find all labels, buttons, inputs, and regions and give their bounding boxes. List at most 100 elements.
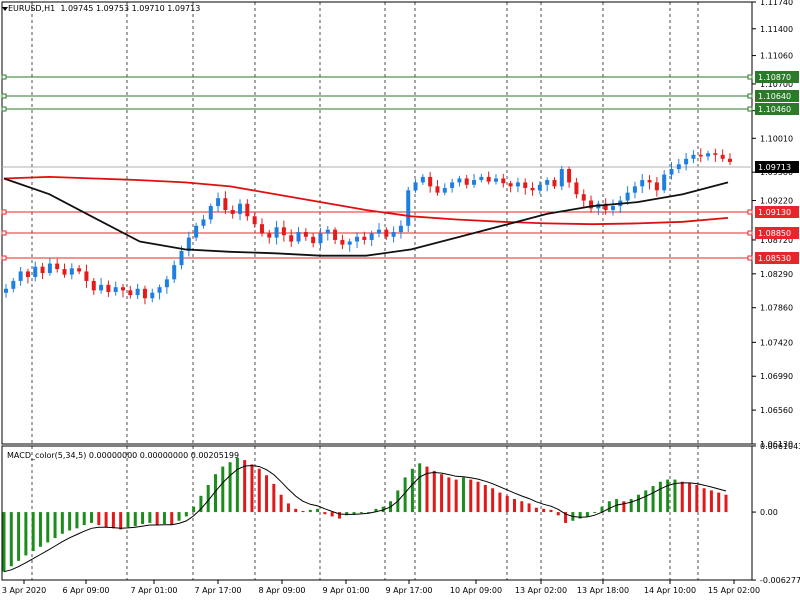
x-tick-label: 15 Apr 02:00 (708, 586, 760, 595)
macd-bar (31, 512, 35, 552)
y-tick-label: 1.11060 (760, 52, 793, 61)
macd-bar (199, 495, 203, 513)
macd-bar (323, 512, 327, 515)
candle-body (523, 182, 528, 188)
macd-bar (542, 508, 546, 513)
macd-bar (2, 512, 6, 572)
price-level-label: 1.08850 (758, 229, 791, 238)
x-tick-label: 3 Apr 2020 (2, 586, 46, 595)
candle-body (303, 232, 308, 237)
candle-body (479, 176, 484, 181)
candle-body (654, 182, 659, 191)
candle-body (603, 203, 608, 210)
symbol-header: EURUSD,H1 1.09745 1.09753 1.09710 1.0971… (8, 4, 200, 13)
level-marker-right (747, 74, 753, 80)
macd-bar (308, 509, 312, 513)
ma-red-line (3, 175, 729, 226)
candle-body (347, 241, 352, 245)
macd-bar (286, 503, 290, 513)
level-marker-right (747, 209, 753, 215)
candle-body (369, 233, 374, 240)
macd-bar (688, 482, 692, 513)
level-marker-left (1, 230, 7, 236)
macd-bar (177, 512, 181, 521)
candle-body (559, 169, 564, 187)
candle-body (713, 153, 718, 155)
macd-bar (666, 479, 670, 513)
macd-bar (68, 512, 72, 531)
y-tick-label: 1.08720 (760, 236, 793, 245)
macd-header: MACD_color(5,34,5) 0.00000000 0.00000000… (7, 451, 240, 460)
level-marker-left (1, 74, 7, 80)
candle-body (515, 182, 520, 187)
candle-body (325, 229, 330, 234)
menu-triangle-icon[interactable] (2, 7, 8, 11)
candle-body (201, 219, 206, 226)
macd-y-tick-label: -0.0062774 (760, 576, 800, 585)
macd-bar (600, 506, 604, 513)
candle-body (84, 271, 89, 281)
macd-bar (221, 466, 225, 513)
candle-body (493, 178, 498, 182)
candle-body (398, 225, 403, 233)
candle-body (464, 178, 469, 185)
candle-body (545, 180, 550, 185)
level-marker-left (1, 209, 7, 215)
macd-bar (651, 486, 655, 513)
macd-bar (374, 508, 378, 513)
candle-body (91, 280, 96, 291)
macd-bar (498, 492, 502, 513)
x-tick-label: 6 Apr 09:00 (62, 586, 109, 595)
high-value: 1.09753 (95, 4, 130, 13)
candle-body (11, 280, 16, 289)
macd-bar (228, 462, 232, 513)
candle-body (186, 237, 191, 251)
candle-body (164, 279, 169, 288)
macd-bar (104, 512, 108, 528)
x-tick-label: 10 Apr 09:00 (450, 586, 502, 595)
macd-bar (381, 506, 385, 513)
candle-body (135, 288, 140, 296)
price-level-box (755, 71, 799, 83)
candle-body (691, 154, 696, 159)
macd-bar (469, 479, 473, 513)
candle-body (384, 229, 389, 237)
candle-body (406, 190, 411, 226)
macd-bar (578, 512, 582, 519)
macd-bar (593, 512, 597, 514)
macd-bar (505, 495, 509, 513)
macd-bar (206, 484, 210, 513)
macd-bar (148, 512, 152, 523)
candle-body (501, 178, 506, 184)
macd-bar (461, 477, 465, 513)
macd-bar (345, 512, 349, 516)
x-tick-label: 13 Apr 18:00 (577, 586, 629, 595)
macd-bar (330, 512, 334, 517)
candle-body (413, 182, 418, 191)
macd-y-tick-label: 0.0061043 (760, 442, 800, 451)
level-marker-left (1, 255, 7, 261)
candle-body (223, 198, 228, 210)
candle-body (706, 153, 711, 157)
macd-bar (279, 494, 283, 513)
candle-body (435, 186, 440, 193)
candle-body (625, 192, 630, 201)
macd-bar (316, 508, 320, 513)
price-level-label: 1.10870 (758, 73, 791, 82)
candle-body (33, 266, 38, 277)
macd-bar (425, 466, 429, 513)
x-tick-label: 9 Apr 01:00 (322, 586, 369, 595)
price-level-label: 1.09130 (758, 208, 791, 217)
close-value: 1.09713 (167, 4, 201, 13)
macd-bar (564, 512, 568, 523)
candle-body (632, 186, 637, 193)
macd-bar (24, 512, 28, 556)
y-tick-label: 1.10700 (760, 80, 793, 89)
candle-body (420, 176, 425, 183)
candle-body (574, 182, 579, 195)
candle-body (362, 236, 367, 240)
candle-body (150, 292, 155, 299)
macd-bar (301, 510, 305, 513)
macd-bar (491, 488, 495, 513)
